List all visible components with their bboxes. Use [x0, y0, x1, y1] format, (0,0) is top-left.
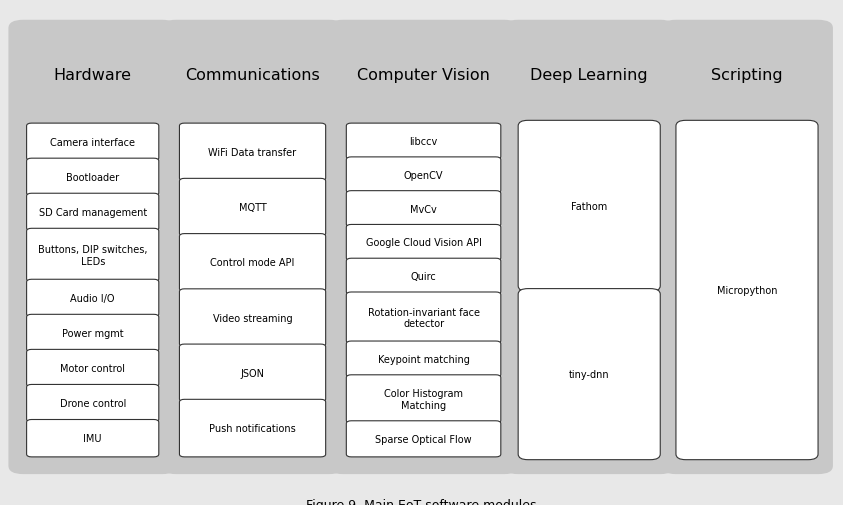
FancyBboxPatch shape	[180, 344, 325, 402]
Text: IMU: IMU	[83, 433, 102, 443]
Text: WiFi Data transfer: WiFi Data transfer	[208, 147, 297, 158]
Text: Push notifications: Push notifications	[209, 423, 296, 433]
FancyBboxPatch shape	[346, 421, 501, 457]
Text: MQTT: MQTT	[239, 203, 266, 213]
FancyBboxPatch shape	[27, 194, 158, 231]
FancyBboxPatch shape	[180, 179, 325, 236]
Text: Communications: Communications	[185, 68, 320, 83]
Text: Sparse Optical Flow: Sparse Optical Flow	[375, 434, 472, 444]
FancyBboxPatch shape	[661, 21, 833, 474]
FancyBboxPatch shape	[518, 289, 660, 460]
Text: Audio I/O: Audio I/O	[71, 293, 115, 304]
FancyBboxPatch shape	[676, 121, 818, 460]
Text: Fathom: Fathom	[571, 201, 607, 212]
FancyBboxPatch shape	[180, 124, 325, 181]
Text: Video streaming: Video streaming	[212, 313, 293, 323]
FancyBboxPatch shape	[328, 21, 519, 474]
Text: tiny-dnn: tiny-dnn	[569, 370, 609, 379]
Text: libccv: libccv	[410, 137, 438, 147]
Text: Google Cloud Vision API: Google Cloud Vision API	[366, 238, 481, 248]
Text: Control mode API: Control mode API	[211, 258, 295, 268]
Text: JSON: JSON	[240, 368, 265, 378]
FancyBboxPatch shape	[27, 385, 158, 422]
FancyBboxPatch shape	[27, 159, 158, 196]
Text: Deep Learning: Deep Learning	[530, 68, 648, 83]
Text: Keypoint matching: Keypoint matching	[378, 355, 470, 364]
FancyBboxPatch shape	[27, 124, 158, 161]
Text: Micropython: Micropython	[717, 285, 777, 295]
Text: Color Histogram
Matching: Color Histogram Matching	[384, 388, 463, 410]
FancyBboxPatch shape	[180, 234, 325, 291]
Text: Buttons, DIP switches,
LEDs: Buttons, DIP switches, LEDs	[38, 244, 148, 266]
Text: SD Card management: SD Card management	[39, 208, 147, 218]
FancyBboxPatch shape	[346, 341, 501, 377]
FancyBboxPatch shape	[27, 280, 158, 317]
FancyBboxPatch shape	[27, 349, 158, 387]
Text: Power mgmt: Power mgmt	[62, 328, 124, 338]
FancyBboxPatch shape	[27, 420, 158, 457]
FancyBboxPatch shape	[180, 399, 325, 457]
Text: Scripting: Scripting	[711, 68, 783, 83]
FancyBboxPatch shape	[346, 225, 501, 261]
FancyBboxPatch shape	[503, 21, 675, 474]
FancyBboxPatch shape	[161, 21, 344, 474]
FancyBboxPatch shape	[346, 292, 501, 344]
Text: Camera interface: Camera interface	[51, 137, 135, 147]
Text: Computer Vision: Computer Vision	[357, 68, 490, 83]
Text: Figure 9. Main EoT software modules: Figure 9. Main EoT software modules	[306, 498, 537, 505]
Text: Motor control: Motor control	[60, 364, 126, 373]
FancyBboxPatch shape	[27, 229, 158, 282]
FancyBboxPatch shape	[346, 124, 501, 160]
FancyBboxPatch shape	[346, 191, 501, 227]
FancyBboxPatch shape	[180, 289, 325, 347]
Text: Hardware: Hardware	[54, 68, 132, 83]
FancyBboxPatch shape	[27, 315, 158, 352]
Text: Bootloader: Bootloader	[66, 173, 119, 182]
FancyBboxPatch shape	[518, 121, 660, 292]
FancyBboxPatch shape	[8, 21, 177, 474]
FancyBboxPatch shape	[346, 158, 501, 193]
Text: MvCv: MvCv	[411, 205, 437, 214]
FancyBboxPatch shape	[346, 259, 501, 295]
Text: Quirc: Quirc	[411, 272, 437, 282]
Text: Drone control: Drone control	[60, 398, 126, 409]
FancyBboxPatch shape	[346, 375, 501, 423]
Text: OpenCV: OpenCV	[404, 171, 443, 181]
Text: Rotation-invariant face
detector: Rotation-invariant face detector	[368, 307, 480, 329]
